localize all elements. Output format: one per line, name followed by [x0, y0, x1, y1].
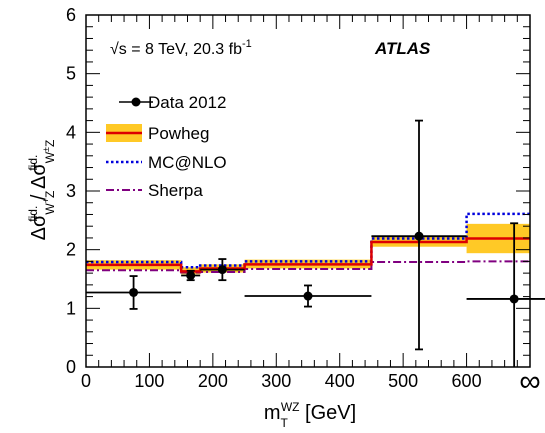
x-axis-label: mTWZ [GeV] — [264, 400, 356, 430]
x-tick-label: 500 — [388, 371, 418, 391]
experiment-label: ATLAS — [374, 39, 431, 58]
y-tick-label: 1 — [66, 298, 76, 318]
x-tick-label: 200 — [198, 371, 228, 391]
legend-powheg-label: Powheg — [148, 124, 209, 143]
y-axis-ticks: 0 1 2 3 4 5 6 — [66, 5, 530, 377]
data-point — [244, 284, 372, 308]
data-point — [466, 222, 545, 367]
x-tick-label: 400 — [325, 371, 355, 391]
legend-powheg: Powheg — [106, 124, 209, 143]
legend-data: Data 2012 — [119, 93, 226, 112]
data-point — [371, 119, 467, 351]
x-tick-label: 300 — [261, 371, 291, 391]
legend-mcatnlo: MC@NLO — [106, 153, 227, 172]
legend-sherpa-label: Sherpa — [148, 181, 203, 200]
powheg-uncertainty-band — [86, 223, 530, 275]
x-axis-ticks: 0 100 200 300 400 500 600 — [81, 15, 531, 391]
y-tick-label: 0 — [66, 357, 76, 377]
x-tick-label: 600 — [452, 371, 482, 391]
data-point — [181, 269, 201, 282]
legend-data-label: Data 2012 — [148, 93, 226, 112]
y-tick-label: 6 — [66, 5, 76, 25]
data-point — [200, 258, 245, 282]
data-points — [86, 119, 545, 367]
data-point — [86, 275, 182, 310]
y-tick-label: 5 — [66, 64, 76, 84]
y-axis-label: ΔσW+Zfid. / ΔσW±Zfid. — [26, 140, 57, 241]
powheg-step-line — [86, 237, 530, 273]
x-tick-label: 100 — [134, 371, 164, 391]
prediction-lines — [86, 212, 530, 274]
y-tick-label: 4 — [66, 122, 76, 142]
legend-mcatnlo-label: MC@NLO — [148, 153, 227, 172]
x-tick-label: 0 — [81, 371, 91, 391]
y-tick-label: 3 — [66, 181, 76, 201]
legend: Data 2012 Powheg MC@NLO Sherpa — [106, 93, 227, 200]
y-tick-label: 2 — [66, 240, 76, 260]
energy-annotation: √s = 8 TeV, 20.3 fb-1 — [110, 38, 252, 58]
legend-sherpa: Sherpa — [106, 181, 203, 200]
x-overflow-label: ∞ — [519, 365, 540, 398]
